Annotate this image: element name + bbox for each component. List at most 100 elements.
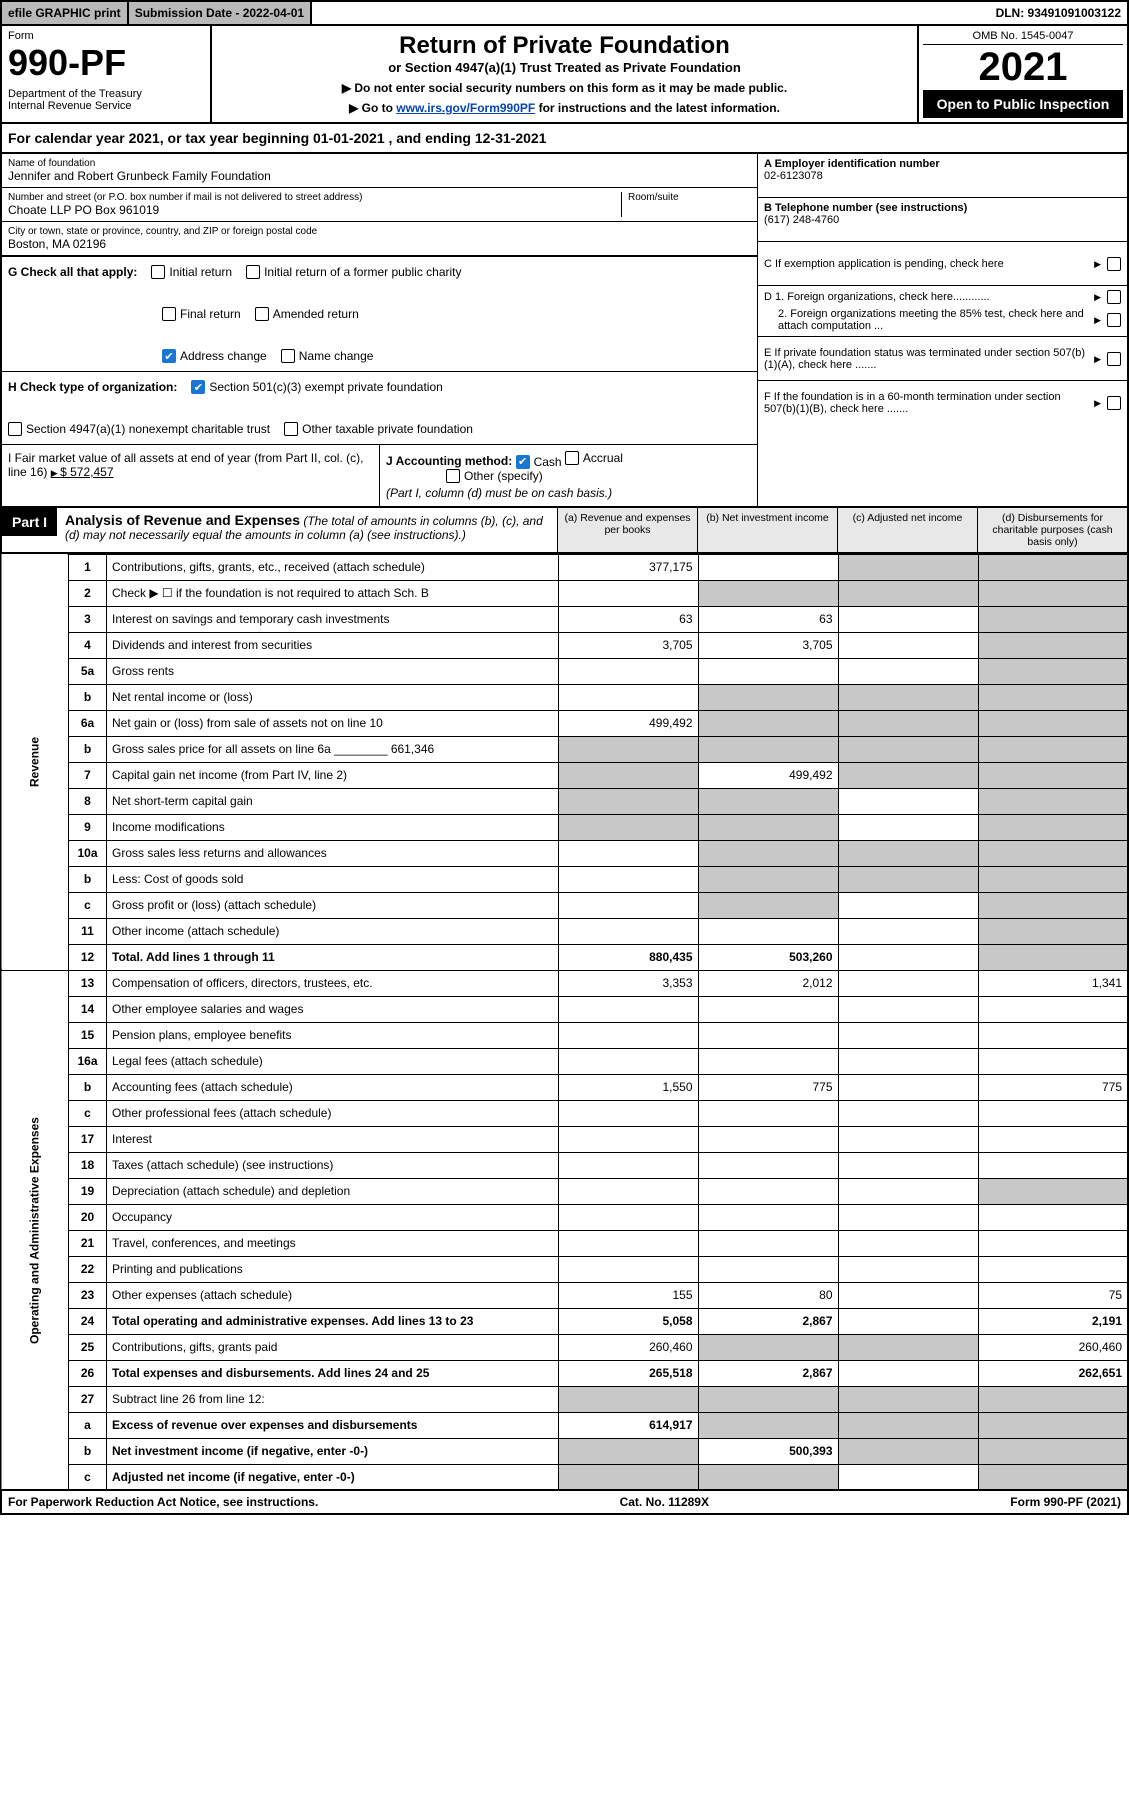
4947-checkbox[interactable] [8, 422, 22, 436]
accrual-checkbox[interactable] [565, 451, 579, 465]
cell-col-c [838, 1412, 978, 1438]
row-description: Pension plans, employee benefits [107, 1022, 559, 1048]
cell-col-c [838, 1022, 978, 1048]
cell-col-b [698, 1204, 838, 1230]
cell-col-b: 2,867 [698, 1308, 838, 1334]
address-change-checkbox[interactable]: ✔ [162, 349, 176, 363]
cell-col-a: 880,435 [558, 944, 698, 970]
row-number: b [69, 1074, 107, 1100]
table-row: 19Depreciation (attach schedule) and dep… [1, 1178, 1128, 1204]
f-label: F If the foundation is in a 60-month ter… [764, 391, 1094, 415]
table-row: 15Pension plans, employee benefits [1, 1022, 1128, 1048]
row-description: Taxes (attach schedule) (see instruction… [107, 1152, 559, 1178]
j-note: (Part I, column (d) must be on cash basi… [386, 486, 612, 500]
row-description: Other professional fees (attach schedule… [107, 1100, 559, 1126]
table-row: aExcess of revenue over expenses and dis… [1, 1412, 1128, 1438]
row-description: Net rental income or (loss) [107, 684, 559, 710]
cell-col-a [558, 1256, 698, 1282]
h-checks: H Check type of organization: ✔Section 5… [2, 371, 757, 444]
h-prefix: H Check type of organization: [8, 380, 177, 394]
cell-col-a [558, 1100, 698, 1126]
cell-col-d [978, 996, 1128, 1022]
cell-col-b [698, 580, 838, 606]
amended-checkbox[interactable] [255, 307, 269, 321]
501c3-checkbox[interactable]: ✔ [191, 380, 205, 394]
table-row: cOther professional fees (attach schedul… [1, 1100, 1128, 1126]
cell-col-a: 1,550 [558, 1074, 698, 1100]
table-row: cAdjusted net income (if negative, enter… [1, 1464, 1128, 1490]
row-description: Contributions, gifts, grants paid [107, 1334, 559, 1360]
row-description: Printing and publications [107, 1256, 559, 1282]
cell-col-d: 1,341 [978, 970, 1128, 996]
cell-col-a [558, 866, 698, 892]
cash-label: Cash [534, 455, 562, 469]
other-method-label: Other (specify) [464, 469, 543, 483]
other-method-checkbox[interactable] [446, 469, 460, 483]
row-number: a [69, 1412, 107, 1438]
cell-col-b [698, 840, 838, 866]
row-number: c [69, 892, 107, 918]
cell-col-c [838, 814, 978, 840]
exemption-pending-checkbox[interactable] [1107, 257, 1121, 271]
row-number: 24 [69, 1308, 107, 1334]
initial-former-label: Initial return of a former public charit… [264, 265, 461, 279]
cell-col-c [838, 1074, 978, 1100]
terminated-checkbox[interactable] [1107, 352, 1121, 366]
cash-checkbox[interactable]: ✔ [516, 455, 530, 469]
4947-label: Section 4947(a)(1) nonexempt charitable … [26, 422, 270, 436]
cell-col-d [978, 1022, 1128, 1048]
cell-col-a [558, 1386, 698, 1412]
row-number: 21 [69, 1230, 107, 1256]
initial-return-checkbox[interactable] [151, 265, 165, 279]
row-number: 3 [69, 606, 107, 632]
row-number: 26 [69, 1360, 107, 1386]
60month-checkbox[interactable] [1107, 396, 1121, 410]
cell-col-b [698, 1412, 838, 1438]
cell-col-d [978, 866, 1128, 892]
form-header: Form 990-PF Department of the Treasury I… [0, 26, 1129, 124]
address-change-label: Address change [180, 349, 267, 363]
cell-col-c [838, 1152, 978, 1178]
table-row: bLess: Cost of goods sold [1, 866, 1128, 892]
cell-col-b [698, 1178, 838, 1204]
table-row: 6aNet gain or (loss) from sale of assets… [1, 710, 1128, 736]
final-return-label: Final return [180, 307, 241, 321]
table-row: cGross profit or (loss) (attach schedule… [1, 892, 1128, 918]
form-title: Return of Private Foundation [218, 32, 911, 60]
footer: For Paperwork Reduction Act Notice, see … [0, 1491, 1129, 1515]
room-label: Room/suite [628, 192, 751, 203]
final-return-checkbox[interactable] [162, 307, 176, 321]
cell-col-a [558, 1178, 698, 1204]
cell-col-c [838, 1386, 978, 1412]
cell-col-b: 80 [698, 1282, 838, 1308]
cell-col-b [698, 814, 838, 840]
info-grid: Name of foundation Jennifer and Robert G… [0, 154, 1129, 508]
cell-col-a: 614,917 [558, 1412, 698, 1438]
cell-col-d [978, 1464, 1128, 1490]
row-description: Income modifications [107, 814, 559, 840]
form-link[interactable]: www.irs.gov/Form990PF [396, 101, 535, 115]
department-label: Department of the Treasury Internal Reve… [8, 88, 204, 112]
row-number: 18 [69, 1152, 107, 1178]
85pct-checkbox[interactable] [1107, 313, 1121, 327]
other-taxable-checkbox[interactable] [284, 422, 298, 436]
name-change-checkbox[interactable] [281, 349, 295, 363]
efile-label[interactable]: efile GRAPHIC print [2, 2, 129, 24]
row-number: b [69, 1438, 107, 1464]
row-number: 25 [69, 1334, 107, 1360]
initial-former-checkbox[interactable] [246, 265, 260, 279]
g-prefix: G Check all that apply: [8, 265, 137, 279]
cell-col-c [838, 606, 978, 632]
foreign-org-checkbox[interactable] [1107, 290, 1121, 304]
cell-col-c [838, 866, 978, 892]
cell-col-b [698, 918, 838, 944]
cell-col-c [838, 970, 978, 996]
cell-col-c [838, 944, 978, 970]
omb-number: OMB No. 1545-0047 [923, 30, 1123, 45]
cell-col-a: 499,492 [558, 710, 698, 736]
cell-col-a [558, 788, 698, 814]
calendar-year-line: For calendar year 2021, or tax year begi… [0, 124, 1129, 154]
row-number: b [69, 684, 107, 710]
cell-col-c [838, 710, 978, 736]
cell-col-a [558, 684, 698, 710]
